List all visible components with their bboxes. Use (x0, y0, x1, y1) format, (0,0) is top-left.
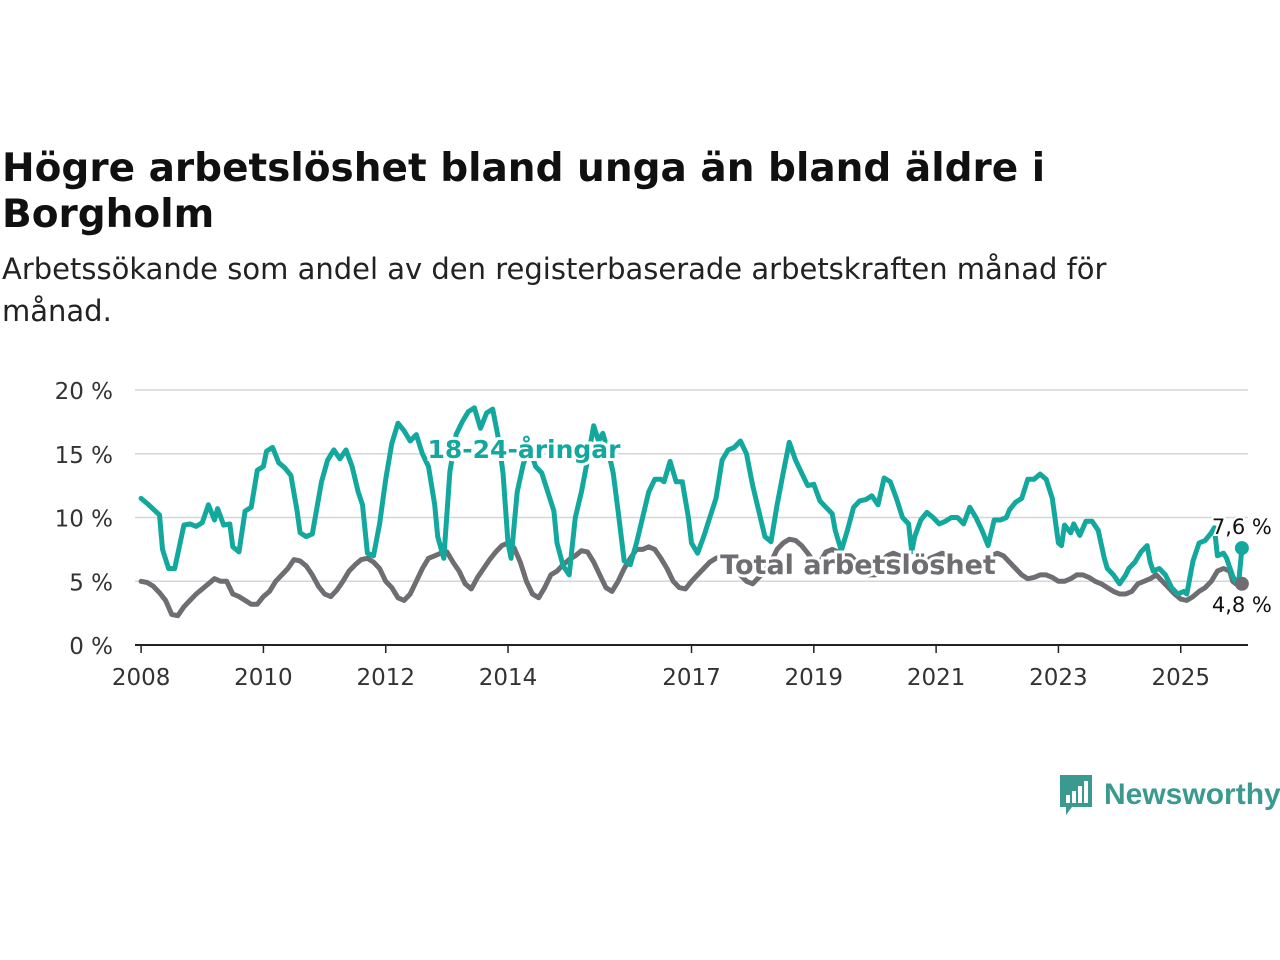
series-label-total: Total arbetslöshet (720, 550, 996, 581)
end-label-youth: 7,6 % (1212, 515, 1272, 539)
brand-name: Newsworthy (1104, 778, 1280, 811)
series-line-youth (138, 405, 1245, 597)
y-tick-label: 10 % (55, 507, 113, 533)
newsworthy-logo: Newsworthy (1058, 773, 1280, 817)
series-line-total (138, 536, 1245, 619)
y-tick-label: 20 % (55, 379, 113, 405)
y-tick-label: 0 % (69, 634, 113, 660)
end-point-total (1234, 576, 1249, 591)
series-label-youth: 18-24-åringar (428, 435, 622, 464)
y-tick-label: 15 % (55, 443, 113, 469)
end-point-youth (1234, 541, 1249, 556)
bar-chart-icon (1060, 775, 1092, 815)
x-tick-label: 2023 (1029, 665, 1088, 691)
y-tick-label: 5 % (69, 570, 113, 596)
x-tick-label: 2014 (479, 665, 538, 691)
x-tick-label: 2010 (234, 665, 293, 691)
line-chart: 0 % 5 % 10 % 15 % 20 % 2008 2010 2012 2014 2017 20… (55, 379, 1274, 691)
end-label-total: 4,8 % (1212, 593, 1272, 617)
chart-title: Högre arbetslöshet bland unga än bland ä… (2, 146, 1046, 237)
chart-subtitle: Arbetssökande som andel av den registerb… (2, 252, 1107, 328)
x-tick-label: 2008 (112, 665, 171, 691)
x-tick-label: 2025 (1151, 665, 1210, 691)
x-tick-label: 2021 (907, 665, 966, 691)
x-tick-label: 2019 (785, 665, 844, 691)
x-tick-label: 2017 (662, 665, 721, 691)
x-tick-label: 2012 (356, 665, 415, 691)
